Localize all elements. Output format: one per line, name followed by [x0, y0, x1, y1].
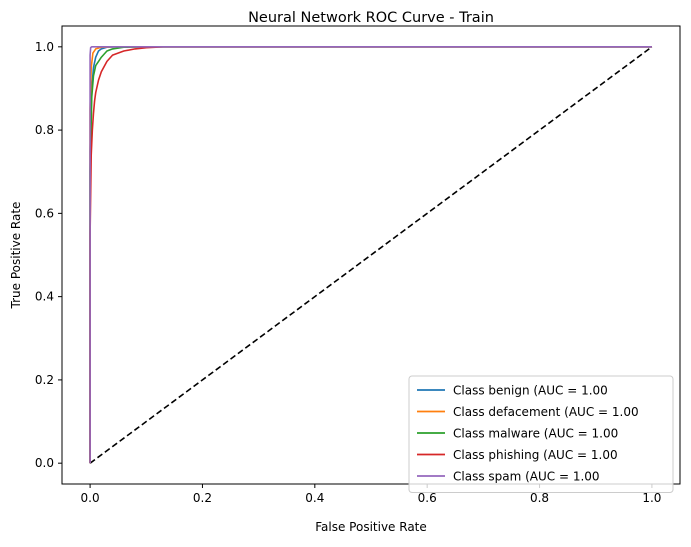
- series-layer: [89, 46, 653, 464]
- series-line-3: [89, 46, 652, 464]
- x-tick-label: 0.8: [530, 491, 549, 505]
- y-tick-label: 0.6: [35, 206, 54, 220]
- x-tick-label: 1.0: [642, 491, 661, 505]
- x-tick-label: 0.4: [305, 491, 324, 505]
- legend-label: Class spam (AUC = 1.00: [453, 470, 600, 484]
- y-tick-label: 1.0: [35, 40, 54, 54]
- x-tick-label: 0.2: [193, 491, 212, 505]
- chart-title: Neural Network ROC Curve - Train: [248, 10, 494, 26]
- y-tick-label: 0.2: [35, 373, 54, 387]
- plot-frame: [61, 25, 681, 485]
- legend: Class benign (AUC = 1.00 Class defacement…: [408, 375, 674, 493]
- legend-label: Class malware (AUC = 1.00: [453, 427, 618, 441]
- reference-diagonal-line: [89, 46, 653, 464]
- x-tick-label: 0.0: [81, 491, 100, 505]
- y-axis-ticks: 0.0 0.2 0.4 0.6 0.8 1.0: [35, 40, 62, 470]
- legend-label: Class defacement (AUC = 1.00: [453, 405, 639, 419]
- legend-label: Class benign (AUC = 1.00: [453, 384, 608, 398]
- y-tick-label: 0.0: [35, 456, 54, 470]
- legend-label: Class phishing (AUC = 1.00: [453, 448, 618, 462]
- y-tick-label: 0.4: [35, 290, 54, 304]
- x-tick-label: 0.6: [418, 491, 437, 505]
- series-line-4: [89, 46, 652, 464]
- x-axis-ticks: 0.0 0.2 0.4 0.6 0.8 1.0: [81, 484, 661, 505]
- legend-box: [408, 375, 674, 493]
- x-axis-label: False Positive Rate: [315, 520, 427, 534]
- y-axis-label: True Positive Rate: [9, 202, 23, 310]
- y-tick-label: 0.8: [35, 123, 54, 137]
